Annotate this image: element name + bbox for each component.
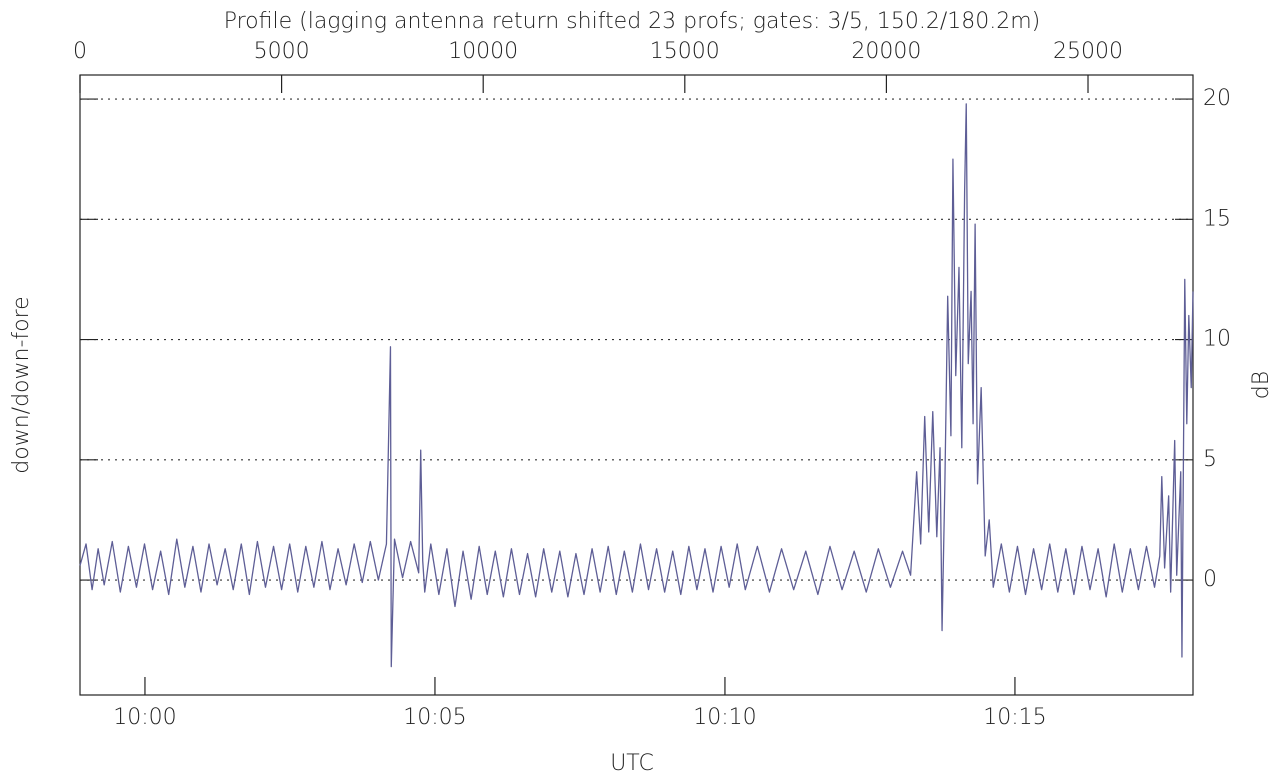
y2-tick-label: 10 xyxy=(1203,327,1231,352)
x-tick-label: 10000 xyxy=(448,39,518,64)
chart-title: Profile (lagging antenna return shifted … xyxy=(224,9,1041,34)
y2-tick-label: 5 xyxy=(1203,447,1217,472)
y2-tick-label: 15 xyxy=(1203,206,1231,231)
x-axis-label: UTC xyxy=(610,751,654,776)
y2-tick-label: 20 xyxy=(1203,86,1231,111)
x2-tick-label: 10:00 xyxy=(113,705,176,730)
y-axis-label: down/down-fore xyxy=(9,296,34,473)
x2-tick-label: 10:05 xyxy=(403,705,466,730)
y2-axis-label: dB xyxy=(1249,371,1274,399)
x-tick-label: 20000 xyxy=(851,39,921,64)
x-tick-label: 15000 xyxy=(650,39,720,64)
x2-tick-label: 10:10 xyxy=(693,705,756,730)
x2-tick-label: 10:15 xyxy=(983,705,1046,730)
x-tick-label: 5000 xyxy=(254,39,310,64)
x-tick-label: 0 xyxy=(73,39,87,64)
x-tick-label: 25000 xyxy=(1053,39,1123,64)
data-line xyxy=(79,103,1194,668)
y2-tick-label: 0 xyxy=(1203,567,1217,592)
plot-frame xyxy=(79,74,1194,696)
